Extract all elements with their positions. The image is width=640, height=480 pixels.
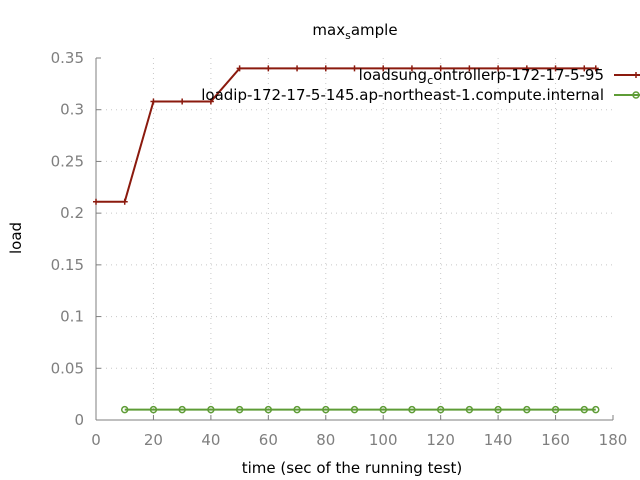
x-tick-label: 140 — [484, 431, 513, 449]
data-point — [322, 65, 329, 72]
data-point — [592, 65, 599, 72]
y-ticks: 0 0.05 0.1 0.15 0.2 0.25 0.3 0.35 — [51, 49, 101, 429]
series-2 — [120, 405, 600, 414]
data-point — [592, 405, 600, 414]
axes — [95, 58, 613, 421]
data-point — [437, 65, 444, 72]
series-1 — [93, 65, 599, 205]
data-point — [581, 65, 588, 72]
data-point — [294, 65, 301, 72]
x-tick-label: 160 — [541, 431, 570, 449]
data-point — [551, 405, 560, 414]
data-point — [178, 405, 186, 414]
data-point — [350, 405, 359, 414]
x-tick-label: 40 — [201, 431, 220, 449]
series-group — [93, 65, 600, 414]
data-point — [408, 405, 416, 414]
data-point — [149, 405, 158, 414]
legend: loadsungcontrollerp-172-17-5-95loadip-17… — [201, 66, 640, 104]
data-point — [236, 65, 243, 72]
data-point — [380, 65, 387, 72]
data-point — [207, 405, 215, 414]
chart-title: maxsample — [312, 21, 397, 42]
y-tick-label: 0 — [74, 411, 84, 429]
data-point — [265, 65, 272, 72]
data-point — [552, 65, 559, 72]
data-point — [93, 198, 99, 205]
data-point — [495, 65, 502, 72]
data-point — [632, 91, 640, 99]
y-tick-label: 0.05 — [51, 359, 84, 377]
legend-entry-1: loadsungcontrollerp-172-17-5-95 — [359, 66, 640, 87]
data-point — [379, 405, 387, 414]
data-point — [633, 72, 639, 78]
x-tick-label: 20 — [144, 431, 163, 449]
y-tick-label: 0.25 — [51, 152, 84, 170]
data-point — [179, 98, 186, 105]
x-tick-label: 100 — [369, 431, 398, 449]
y-tick-label: 0.15 — [51, 256, 84, 274]
y-tick-label: 0.35 — [51, 49, 84, 67]
y-tick-label: 0.2 — [60, 204, 84, 222]
data-point — [264, 405, 273, 414]
data-point — [408, 65, 415, 72]
y-axis-label: load — [7, 222, 25, 254]
data-point — [120, 405, 129, 414]
x-tick-label: 180 — [599, 431, 628, 449]
data-point — [466, 65, 473, 72]
data-point — [150, 98, 157, 105]
x-tick-label: 120 — [426, 431, 455, 449]
x-axis-label: time (sec of the running test) — [242, 459, 463, 477]
x-tick-label: 80 — [316, 431, 335, 449]
data-point — [351, 65, 358, 72]
data-point — [523, 405, 531, 414]
data-point — [523, 65, 530, 72]
x-tick-label: 60 — [259, 431, 278, 449]
data-point — [465, 405, 474, 414]
legend-entry-2: loadip-172-17-5-145.ap-northeast-1.compu… — [201, 86, 640, 104]
data-point — [322, 405, 330, 414]
legend-label: loadsungcontrollerp-172-17-5-95 — [359, 66, 604, 87]
data-point — [580, 405, 589, 414]
y-tick-label: 0.3 — [60, 101, 84, 119]
legend-label: loadip-172-17-5-145.ap-northeast-1.compu… — [201, 86, 604, 104]
data-point — [494, 405, 502, 414]
data-point — [207, 98, 214, 105]
data-point — [235, 405, 244, 414]
data-point — [121, 198, 128, 205]
x-tick-label: 0 — [91, 431, 101, 449]
grid-lines — [96, 58, 613, 420]
x-ticks: 0 20 40 60 80 100 120 140 160 180 — [91, 415, 627, 449]
data-point — [293, 405, 301, 414]
y-tick-label: 0.1 — [60, 308, 84, 326]
data-point — [436, 405, 445, 414]
